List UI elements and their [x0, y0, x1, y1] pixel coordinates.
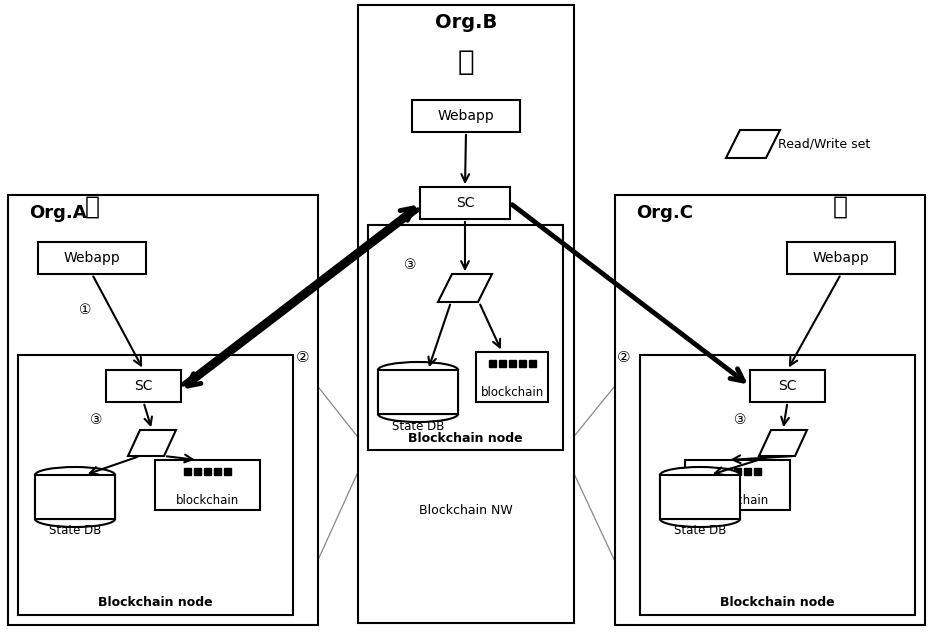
- Bar: [714, 468, 721, 475]
- Bar: [358, 5, 574, 623]
- Text: 👩: 👩: [458, 48, 474, 76]
- Text: Blockchain node: Blockchain node: [720, 597, 835, 609]
- Polygon shape: [759, 430, 807, 456]
- Bar: [498, 360, 506, 367]
- Text: Org.A: Org.A: [29, 204, 87, 222]
- Bar: [489, 360, 495, 367]
- Text: Blockchain node: Blockchain node: [98, 597, 213, 609]
- Bar: [615, 195, 925, 625]
- Text: ③: ③: [404, 258, 416, 272]
- Text: Org.C: Org.C: [636, 204, 693, 222]
- Text: SC: SC: [134, 379, 153, 393]
- Text: ②: ②: [296, 351, 310, 365]
- Bar: [35, 475, 115, 519]
- Text: 🧑: 🧑: [85, 195, 100, 219]
- Text: ③: ③: [90, 413, 103, 427]
- Bar: [734, 468, 741, 475]
- Text: ②: ②: [618, 351, 631, 365]
- Bar: [685, 460, 790, 510]
- Bar: [787, 242, 895, 274]
- Text: Org.B: Org.B: [435, 13, 497, 32]
- Text: SC: SC: [778, 379, 797, 393]
- Text: Blockchain NW: Blockchain NW: [419, 504, 513, 516]
- Bar: [224, 468, 231, 475]
- Polygon shape: [726, 130, 780, 158]
- Bar: [744, 468, 751, 475]
- Bar: [640, 355, 915, 615]
- Bar: [378, 370, 458, 414]
- Text: Blockchain node: Blockchain node: [409, 432, 522, 444]
- Bar: [660, 475, 740, 519]
- Bar: [724, 468, 731, 475]
- Bar: [155, 460, 260, 510]
- Text: Webapp: Webapp: [63, 251, 120, 265]
- Text: blockchain: blockchain: [480, 386, 544, 399]
- Bar: [528, 360, 536, 367]
- Bar: [35, 475, 115, 519]
- Bar: [508, 360, 516, 367]
- Text: State DB: State DB: [392, 420, 444, 432]
- Text: Read/Write set: Read/Write set: [778, 138, 870, 150]
- Bar: [38, 242, 146, 274]
- Text: blockchain: blockchain: [176, 494, 239, 506]
- Polygon shape: [128, 430, 176, 456]
- Bar: [378, 370, 458, 414]
- Bar: [660, 475, 740, 519]
- Text: blockchain: blockchain: [706, 494, 769, 506]
- Bar: [184, 468, 191, 475]
- Bar: [194, 468, 201, 475]
- Bar: [378, 370, 458, 414]
- Bar: [18, 355, 293, 615]
- Bar: [412, 100, 520, 132]
- Bar: [35, 475, 115, 519]
- Polygon shape: [438, 274, 492, 302]
- Ellipse shape: [35, 467, 115, 483]
- Ellipse shape: [660, 467, 740, 483]
- Bar: [660, 475, 740, 519]
- Bar: [204, 468, 211, 475]
- Bar: [519, 360, 525, 367]
- Text: ①: ①: [78, 303, 91, 317]
- Text: Webapp: Webapp: [438, 109, 494, 123]
- Bar: [476, 352, 548, 402]
- Text: Webapp: Webapp: [813, 251, 870, 265]
- Ellipse shape: [378, 362, 458, 378]
- Bar: [750, 370, 825, 402]
- Bar: [420, 187, 510, 219]
- Text: State DB: State DB: [49, 525, 101, 537]
- Text: SC: SC: [455, 196, 474, 210]
- Bar: [106, 370, 181, 402]
- Text: 🧑: 🧑: [832, 195, 847, 219]
- Bar: [214, 468, 221, 475]
- Bar: [368, 225, 563, 450]
- Bar: [8, 195, 318, 625]
- Text: State DB: State DB: [674, 525, 726, 537]
- Bar: [754, 468, 761, 475]
- Text: ③: ③: [733, 413, 746, 427]
